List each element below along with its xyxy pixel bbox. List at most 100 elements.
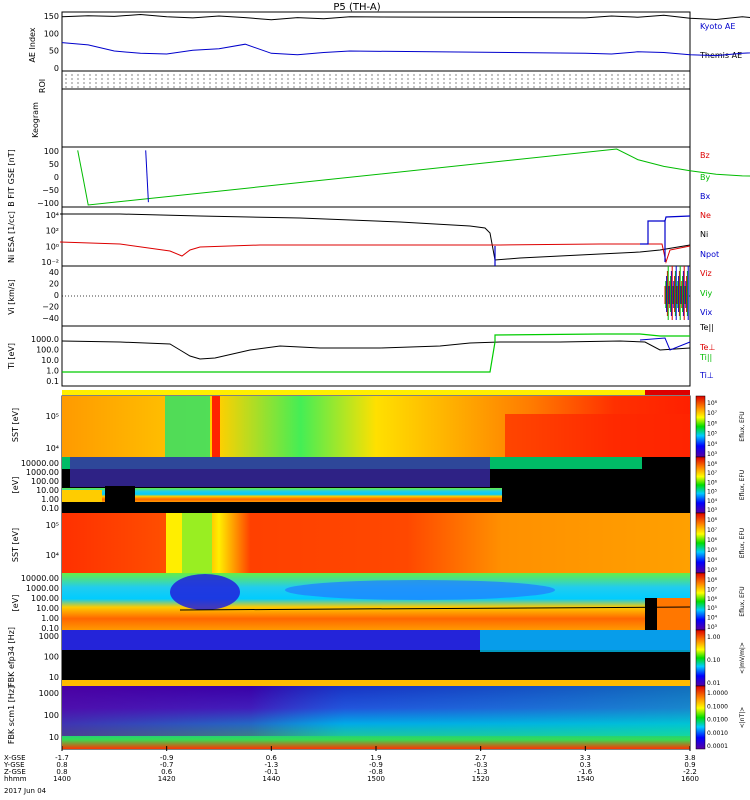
roi-dot	[335, 82, 337, 84]
time-axis-value: -0.1	[264, 768, 278, 776]
time-axis-value: -0.7	[160, 761, 174, 769]
roi-dot	[557, 74, 559, 76]
roi-dot	[311, 74, 313, 76]
roi-dot	[413, 86, 415, 88]
roi-dot	[257, 86, 259, 88]
roi-dot	[497, 78, 499, 80]
roi-dot	[71, 78, 73, 80]
fbk1-tick-label: 1000	[39, 632, 59, 641]
roi-dot	[89, 74, 91, 76]
colorbar-tick-label: 10⁶	[707, 537, 718, 544]
roi-dot	[377, 78, 379, 80]
roi-dot	[635, 82, 637, 84]
ti-series-ti	[62, 333, 690, 373]
colorbar	[695, 456, 706, 514]
roi-dot	[527, 86, 529, 88]
roi-dot	[197, 82, 199, 84]
time-axis-value: 0.6	[161, 768, 173, 776]
roi-dot	[509, 78, 511, 80]
roi-dot	[365, 74, 367, 76]
roi-dot	[665, 74, 667, 76]
fbk1-y-ticks: 1000 100 10	[39, 632, 59, 682]
roi-dot	[677, 82, 679, 84]
roi-dot	[335, 86, 337, 88]
roi-dot	[197, 86, 199, 88]
roi-dot	[113, 82, 115, 84]
bfit-series-line	[145, 150, 149, 203]
roi-dot	[371, 82, 373, 84]
roi-dot	[659, 78, 661, 80]
roi-dot	[467, 86, 469, 88]
roi-dot	[617, 86, 619, 88]
roi-dot	[245, 78, 247, 80]
esa1-tick-label: 1.00	[41, 495, 59, 504]
roi-dot	[479, 78, 481, 80]
roi-dot	[455, 74, 457, 76]
roi-dot	[251, 78, 253, 80]
roi-dot	[161, 86, 163, 88]
roi-dot	[521, 86, 523, 88]
roi-dot	[143, 82, 145, 84]
roi-dot	[545, 82, 547, 84]
roi-dot	[83, 74, 85, 76]
roi-dot	[599, 78, 601, 80]
colorbar-tick-label: 0.1000	[707, 703, 728, 710]
roi-dot	[215, 74, 217, 76]
roi-dot	[569, 82, 571, 84]
roi-dot	[341, 86, 343, 88]
roi-dot	[653, 74, 655, 76]
roi-dot	[71, 82, 73, 84]
colorbar	[695, 395, 706, 458]
roi-dot	[281, 86, 283, 88]
sst1-panel: SST [eV] 10⁵ 10⁴	[11, 396, 690, 457]
roi-dot	[431, 74, 433, 76]
esa1-tick-label: 10.00	[36, 486, 59, 495]
roi-dot	[329, 78, 331, 80]
roi-dot	[359, 86, 361, 88]
colorbar-tick-label: 0.0100	[707, 717, 728, 724]
roi-dot	[485, 82, 487, 84]
roi-dot	[263, 82, 265, 84]
roi-dot	[449, 82, 451, 84]
roi-dot	[269, 86, 271, 88]
roi-dot	[95, 82, 97, 84]
roi-dot	[407, 86, 409, 88]
roi-dot	[455, 82, 457, 84]
roi-dot	[443, 78, 445, 80]
roi-dot	[377, 74, 379, 76]
roi-dot	[125, 74, 127, 76]
roi-dot	[599, 86, 601, 88]
time-axis-value: -0.3	[474, 761, 488, 769]
roi-dot	[407, 82, 409, 84]
roi-status-bar	[62, 390, 690, 395]
roi-dot	[209, 78, 211, 80]
roi-dot	[221, 86, 223, 88]
roi-dot	[665, 86, 667, 88]
roi-dot	[683, 78, 685, 80]
esa2-tick-label: 10.00	[36, 604, 59, 613]
vi-noise	[664, 266, 689, 320]
sst1-y-ticks: 10⁵ 10⁴	[46, 412, 59, 453]
roi-dot	[593, 74, 595, 76]
fbk2-y-ticks: 1000 100 10	[39, 689, 59, 742]
sst2-heatmap	[62, 513, 690, 573]
ni-y-ticks: 10⁴ 10² 10⁰ 10⁻²	[41, 211, 59, 267]
roi-dot	[161, 74, 163, 76]
roi-dot	[653, 86, 655, 88]
bfit-panel: B FIT GSE [nT] Bz By Bx 100 50 0 −50 −100	[7, 147, 750, 208]
roi-dot	[365, 82, 367, 84]
roi-dot	[557, 86, 559, 88]
roi-dot	[479, 74, 481, 76]
sst2-tick-label: 10⁴	[46, 551, 59, 560]
roi-dot	[353, 74, 355, 76]
roi-dot	[659, 82, 661, 84]
vi-tick-label: 20	[49, 280, 59, 289]
roi-dot	[587, 74, 589, 76]
vi-legend-vix: Vix	[700, 308, 713, 317]
colorbar-tick-label: 10⁴	[707, 615, 718, 622]
roi-dot	[425, 82, 427, 84]
ti-legend-te-par: Te||	[699, 323, 714, 332]
roi-dot	[203, 86, 205, 88]
roi-dot	[449, 74, 451, 76]
vi-tick-label: 0	[54, 291, 59, 300]
